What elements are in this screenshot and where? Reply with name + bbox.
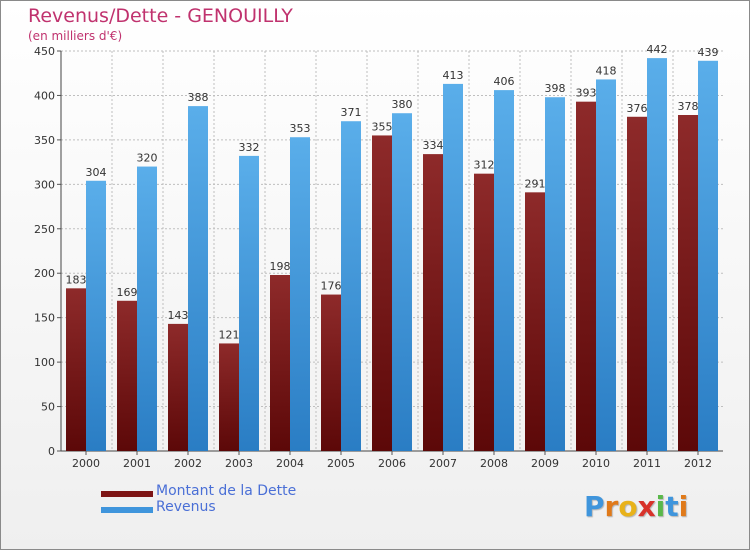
value-label-debt-2010: 393	[576, 87, 597, 100]
value-label-revenue-2009: 398	[545, 82, 566, 95]
chart-title: Revenus/Dette - GENOUILLY	[28, 5, 293, 27]
x-tick-label-2010: 2010	[582, 457, 610, 470]
x-tick-label-2008: 2008	[480, 457, 508, 470]
bar-revenue-2012	[698, 60, 718, 452]
bar-debt-2002	[168, 323, 188, 451]
value-label-revenue-2011: 442	[647, 43, 668, 56]
value-label-revenue-2012: 439	[698, 46, 719, 59]
value-label-debt-2006: 355	[372, 120, 393, 133]
legend-label-debt: Montant de la Dette	[156, 483, 297, 499]
x-tick-label-2009: 2009	[531, 457, 559, 470]
bar-debt-2000	[66, 288, 86, 451]
logo-letter: o	[618, 490, 638, 523]
y-tick-label-250: 250	[34, 223, 55, 236]
value-label-revenue-2008: 406	[494, 75, 515, 88]
value-label-debt-2003: 121	[219, 328, 240, 341]
value-label-debt-2000: 183	[66, 273, 87, 286]
y-tick-label-0: 0	[48, 445, 55, 458]
bar-revenue-2004	[290, 137, 310, 451]
y-tick-label-100: 100	[34, 356, 55, 369]
x-tick-label-2005: 2005	[327, 457, 355, 470]
x-tick-label-2006: 2006	[378, 457, 406, 470]
bar-debt-2011	[627, 116, 647, 452]
logo-letter: i	[678, 490, 689, 523]
bar-debt-2003	[219, 343, 239, 451]
y-tick-label-150: 150	[34, 312, 55, 325]
bar-revenue-2002	[188, 106, 208, 451]
logo-letter: r	[604, 490, 619, 523]
value-label-revenue-2003: 332	[239, 141, 260, 154]
x-tick-label-2000: 2000	[72, 457, 100, 470]
bar-debt-2009	[525, 192, 545, 452]
value-label-debt-2008: 312	[474, 159, 495, 172]
value-label-revenue-2010: 418	[596, 64, 617, 77]
x-tick-label-2007: 2007	[429, 457, 457, 470]
y-tick-label-450: 450	[34, 45, 55, 58]
x-tick-label-2011: 2011	[633, 457, 661, 470]
x-tick-label-2001: 2001	[123, 457, 151, 470]
value-label-debt-2012: 378	[678, 100, 699, 113]
bar-debt-2001	[117, 300, 137, 451]
logo-letter: x	[637, 490, 656, 523]
bar-debt-2005	[321, 294, 341, 451]
bar-revenue-2007	[443, 83, 463, 451]
x-tick-label-2003: 2003	[225, 457, 253, 470]
logo-letter: i	[655, 490, 666, 523]
value-label-revenue-2001: 320	[137, 152, 158, 165]
x-tick-label-2004: 2004	[276, 457, 304, 470]
bar-debt-2007	[423, 154, 443, 451]
value-label-revenue-2002: 388	[188, 91, 209, 104]
y-tick-label-400: 400	[34, 89, 55, 102]
y-tick-label-200: 200	[34, 267, 55, 280]
bar-revenue-2011	[647, 58, 667, 451]
bar-revenue-2010	[596, 79, 616, 451]
bar-revenue-2006	[392, 113, 412, 451]
y-tick-label-300: 300	[34, 178, 55, 191]
legend-swatch-debt	[101, 491, 153, 497]
bar-revenue-2003	[239, 155, 259, 451]
value-label-revenue-2007: 413	[443, 69, 464, 82]
x-tick-label-2012: 2012	[684, 457, 712, 470]
legend-swatch-revenue	[101, 507, 153, 513]
value-label-debt-2005: 176	[321, 280, 342, 293]
value-label-revenue-2005: 371	[341, 106, 362, 119]
logo-letter: P	[584, 490, 605, 523]
value-label-debt-2009: 291	[525, 177, 546, 190]
bar-debt-2010	[576, 101, 596, 452]
bar-debt-2004	[270, 275, 290, 451]
x-tick-label-2002: 2002	[174, 457, 202, 470]
legend-label-revenue: Revenus	[156, 499, 216, 515]
bar-debt-2006	[372, 135, 392, 451]
logo-letter: t	[665, 490, 679, 523]
bar-debt-2012	[678, 115, 698, 451]
value-label-revenue-2004: 353	[290, 122, 311, 135]
bar-revenue-2008	[494, 90, 514, 451]
value-label-debt-2007: 334	[423, 139, 444, 152]
value-label-debt-2011: 376	[627, 102, 648, 115]
bar-revenue-2000	[86, 180, 106, 451]
y-tick-label-350: 350	[34, 134, 55, 147]
value-label-revenue-2006: 380	[392, 98, 413, 111]
value-label-revenue-2000: 304	[86, 166, 107, 179]
y-tick-label-50: 50	[41, 401, 55, 414]
proxiti-logo: Proxiti	[584, 490, 688, 523]
bar-revenue-2009	[545, 97, 565, 451]
value-label-debt-2002: 143	[168, 309, 189, 322]
value-label-debt-2001: 169	[117, 286, 138, 299]
value-label-debt-2004: 198	[270, 260, 291, 273]
bar-revenue-2001	[137, 166, 157, 452]
bar-debt-2008	[474, 173, 494, 451]
chart-subtitle: (en milliers d'€)	[28, 29, 123, 43]
bar-revenue-2005	[341, 121, 361, 451]
